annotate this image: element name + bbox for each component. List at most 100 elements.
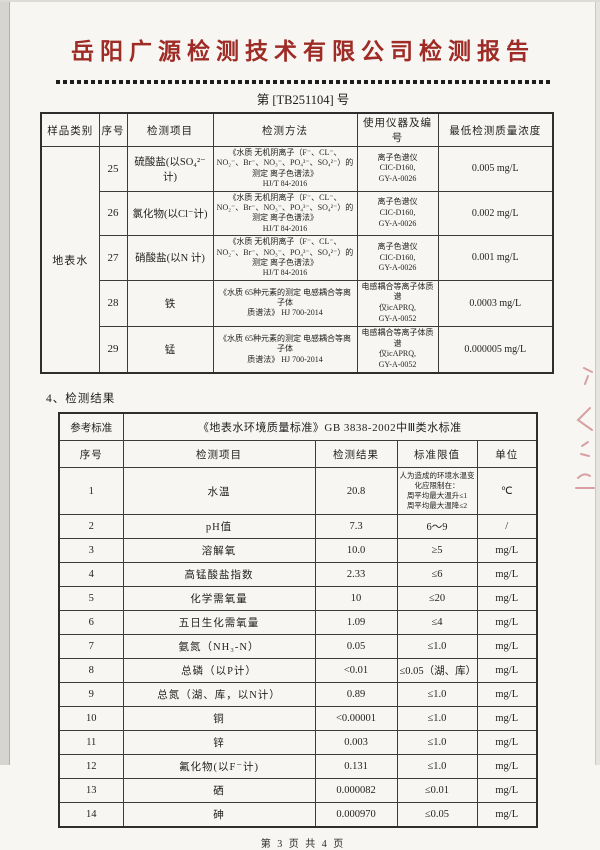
table-row: 10 铜 <0.00001 ≤1.0 mg/L xyxy=(58,706,538,732)
limit-cell: ≤0.05 xyxy=(396,802,478,828)
serial-cell: 6 xyxy=(58,610,124,636)
table-row: 3 溶解氧 10.0 ≥5 mg/L xyxy=(58,538,538,564)
t2-header-result: 检测结果 xyxy=(314,440,398,469)
reference-standard-row: 参考标准 《地表水环境质量标准》GB 3838-2002中Ⅲ类水标准 xyxy=(58,412,538,442)
lod-cell: 0.005 mg/L xyxy=(437,146,554,192)
item-cell: 高锰酸盐指数 xyxy=(122,562,316,588)
instrument-cell: 电感耦合等离子体质谱 仪icAPRQ, GY-A-0052 xyxy=(356,325,439,374)
result-cell: 1.09 xyxy=(314,610,398,636)
unit-cell: mg/L xyxy=(476,562,538,588)
table-header-row: 样品类别 序号 检测项目 检测方法 使用仪器及编号 最低检测质量浓度 xyxy=(40,112,554,147)
instrument-cell: 离子色谱仪 CIC-D160, GY-A-0026 xyxy=(356,146,439,192)
lod-cell: 0.001 mg/L xyxy=(437,235,554,281)
unit-cell: ℃ xyxy=(476,467,538,516)
result-cell: 0.000970 xyxy=(314,802,398,828)
table-row: 地表水 25 硫酸盐(以SO₄²⁻计) 《水质 无机阴离子（F⁻、CL⁻、NO₂… xyxy=(40,146,554,374)
t1-header-serial: 序号 xyxy=(98,112,128,147)
item-cell: pH值 xyxy=(122,514,316,540)
lod-cell: 0.002 mg/L xyxy=(437,190,554,237)
item-cell: 铜 xyxy=(122,706,316,732)
red-stamp-marks xyxy=(575,367,595,489)
limit-cell: ≤1.0 xyxy=(396,682,478,708)
instrument-cell: 离子色谱仪 CIC-D160, GY-A-0026 xyxy=(356,235,439,281)
result-cell: 0.05 xyxy=(314,634,398,660)
ref-standard-label: 参考标准 xyxy=(58,412,124,442)
scan-edge-top xyxy=(0,0,600,2)
table-row: 29 锰 《水质 65种元素的测定 电感耦合等离子体 质谱法》 HJ 700-2… xyxy=(41,325,554,374)
t2-header-unit: 单位 xyxy=(476,440,538,469)
unit-cell: mg/L xyxy=(476,610,538,636)
table-row: 8 总磷（以P计） <0.01 ≤0.05（湖、库） mg/L xyxy=(58,658,538,684)
item-cell: 化学需氧量 xyxy=(122,586,316,612)
section-4-heading: 4、检测结果 xyxy=(46,393,116,406)
table-row: 6 五日生化需氧量 1.09 ≤4 mg/L xyxy=(58,610,538,636)
t1-header-lod: 最低检测质量浓度 xyxy=(437,112,554,147)
item-cell: 砷 xyxy=(122,802,316,828)
instrument-cell: 电感耦合等离子体质谱 仪icAPRQ, GY-A-0052 xyxy=(356,279,439,327)
item-cell: 溶解氧 xyxy=(122,538,316,564)
result-cell: 0.000082 xyxy=(314,778,398,804)
unit-cell: mg/L xyxy=(476,754,538,780)
unit-cell: mg/L xyxy=(476,730,538,756)
report-page: 岳阳广源检测技术有限公司检测报告 第 [TB251104] 号 样品类别 序号 … xyxy=(10,0,596,850)
item-cell: 总磷（以P计） xyxy=(122,658,316,684)
t2-header-limit: 标准限值 xyxy=(396,440,478,469)
method-cell: 《水质 65种元素的测定 电感耦合等离子体 质谱法》 HJ 700-2014 xyxy=(212,279,358,327)
serial-cell: 9 xyxy=(58,682,124,708)
item-cell: 氨氮（NH₃-N） xyxy=(122,634,316,660)
unit-cell: mg/L xyxy=(476,538,538,564)
item-cell: 氯化物(以Cl⁻计) xyxy=(126,190,214,237)
lod-cell: 0.000005 mg/L xyxy=(437,325,554,374)
limit-cell: ≤1.0 xyxy=(396,754,478,780)
table-row: 11 锌 0.003 ≤1.0 mg/L xyxy=(58,730,538,756)
table-row: 4 高锰酸盐指数 2.33 ≤6 mg/L xyxy=(58,562,538,588)
item-cell: 总氮（湖、库，以N计） xyxy=(122,682,316,708)
result-cell: 0.89 xyxy=(314,682,398,708)
report-title: 岳阳广源检测技术有限公司检测报告 xyxy=(71,38,535,64)
table-row: 2 pH值 7.3 6～9 / xyxy=(58,514,538,540)
serial-cell: 25 xyxy=(98,146,128,192)
t1-header-instrument: 使用仪器及编号 xyxy=(356,112,439,147)
table-header-row: 序号 检测项目 检测结果 标准限值 单位 xyxy=(58,440,538,469)
unit-cell: mg/L xyxy=(476,634,538,660)
item-cell: 五日生化需氧量 xyxy=(122,610,316,636)
serial-cell: 29 xyxy=(98,325,128,374)
table-row: 1 水温 20.8 人为造成的环境水温变 化应限制在： 周平均最大温升≤1 周平… xyxy=(58,467,538,516)
t1-header-method: 检测方法 xyxy=(212,112,358,147)
result-cell: 0.003 xyxy=(314,730,398,756)
result-cell: <0.00001 xyxy=(314,706,398,732)
result-cell: 20.8 xyxy=(314,467,398,516)
serial-cell: 5 xyxy=(58,586,124,612)
table-row: 28 铁 《水质 65种元素的测定 电感耦合等离子体 质谱法》 HJ 700-2… xyxy=(41,279,554,327)
item-cell: 锰 xyxy=(126,325,214,374)
unit-cell: mg/L xyxy=(476,778,538,804)
t1-header-sample-category: 样品类别 xyxy=(40,112,100,147)
report-number: 第 [TB251104] 号 xyxy=(256,93,350,107)
table-row: 9 总氮（湖、库，以N计） 0.89 ≤1.0 mg/L xyxy=(58,682,538,708)
item-cell: 氟化物(以F⁻计) xyxy=(122,754,316,780)
item-cell: 硒 xyxy=(122,778,316,804)
t1-header-item: 检测项目 xyxy=(126,112,214,147)
unit-cell: mg/L xyxy=(476,586,538,612)
result-cell: 2.33 xyxy=(314,562,398,588)
serial-cell: 13 xyxy=(58,778,124,804)
item-cell: 硝酸盐(以N 计) xyxy=(126,235,214,281)
unit-cell: mg/L xyxy=(476,658,538,684)
scan-edge-right xyxy=(595,0,600,765)
instrument-cell: 离子色谱仪 CIC-D160, GY-A-0026 xyxy=(356,190,439,237)
serial-cell: 1 xyxy=(58,467,124,516)
item-cell: 锌 xyxy=(122,730,316,756)
limit-cell: ≤0.05（湖、库） xyxy=(396,658,478,684)
limit-cell: ≤1.0 xyxy=(396,730,478,756)
serial-cell: 11 xyxy=(58,730,124,756)
t2-header-item: 检测项目 xyxy=(122,440,316,469)
serial-cell: 4 xyxy=(58,562,124,588)
item-cell: 水温 xyxy=(122,467,316,516)
limit-cell: ≤1.0 xyxy=(396,706,478,732)
result-cell: 7.3 xyxy=(314,514,398,540)
t2-header-serial: 序号 xyxy=(58,440,124,469)
scan-edge-left xyxy=(0,0,10,765)
sample-category-cell: 地表水 xyxy=(40,146,100,374)
limit-cell: ≤4 xyxy=(396,610,478,636)
serial-cell: 27 xyxy=(98,235,128,281)
